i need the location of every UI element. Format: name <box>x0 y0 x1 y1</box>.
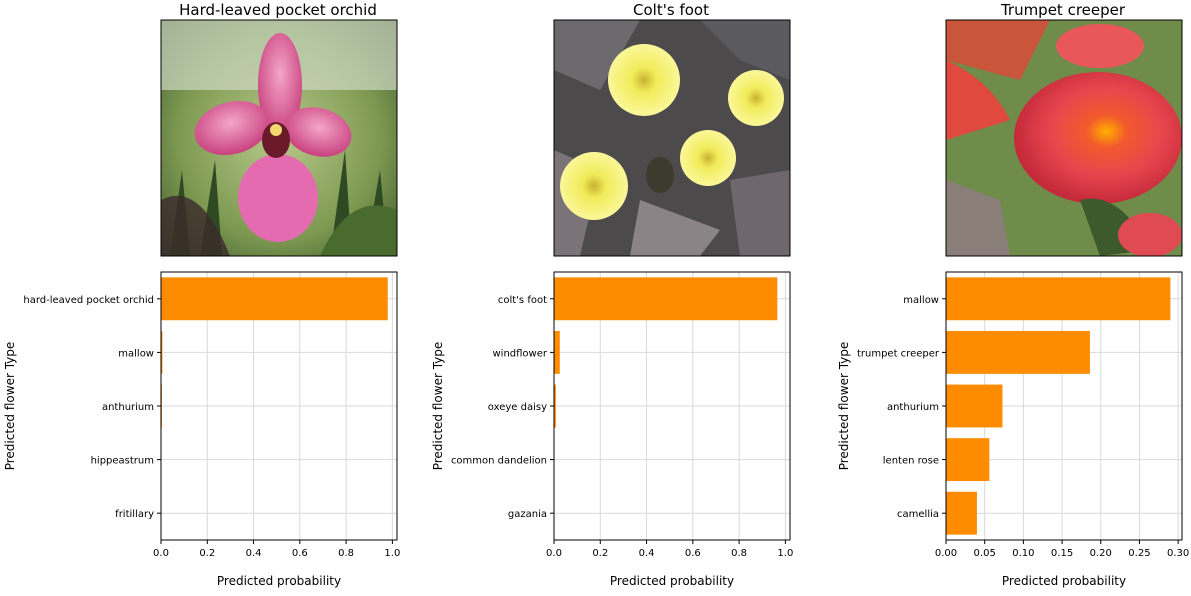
y-axis-label: Predicted flower Type <box>837 342 851 471</box>
y-axis-label: Predicted flower Type <box>3 342 17 471</box>
x-tick-label: 1.0 <box>777 548 793 559</box>
x-tick-label: 0.25 <box>1128 548 1150 559</box>
x-tick-label: 0.15 <box>1051 548 1073 559</box>
x-axis-label: Predicted probability <box>610 574 734 588</box>
y-tick-label: hard-leaved pocket orchid <box>23 295 154 306</box>
bar <box>161 277 388 321</box>
x-tick-label: 0.0 <box>153 548 169 559</box>
bar <box>554 277 778 321</box>
x-tick-label: 0.4 <box>639 548 655 559</box>
y-tick-label: windflower <box>492 348 547 359</box>
y-tick-label: gazania <box>508 509 547 520</box>
y-tick-label: common dandelion <box>451 456 547 467</box>
x-tick-label: 0.0 <box>546 548 562 559</box>
panel-title: Trumpet creeper <box>1000 1 1126 19</box>
x-tick-label: 1.0 <box>384 548 400 559</box>
bar-chart-coltsfoot: colt's foot windflower oxeye daisy common d… <box>431 271 793 588</box>
y-axis-label: Predicted flower Type <box>431 342 445 471</box>
bar <box>946 384 1003 428</box>
bar <box>554 384 556 428</box>
x-tick-label: 0.05 <box>974 548 996 559</box>
x-tick-label: 0.6 <box>685 548 701 559</box>
y-tick-label: mallow <box>118 348 154 359</box>
y-tick-label: anthurium <box>102 402 154 413</box>
x-tick-label: 0.30 <box>1167 548 1189 559</box>
bar <box>161 330 163 374</box>
y-tick-label: camellia <box>897 509 939 520</box>
bar-chart-trumpet-creeper: mallow trumpet creeper anthurium lenten ros… <box>837 271 1189 588</box>
bar <box>946 277 1171 321</box>
x-tick-label: 0.6 <box>292 548 308 559</box>
y-tick-label: colt's foot <box>498 295 547 306</box>
bar-chart-orchid: hard-leaved pocket orchid mallow anthurium… <box>3 271 400 588</box>
x-tick-label: 0.8 <box>338 548 354 559</box>
x-tick-label: 0.8 <box>731 548 747 559</box>
y-tick-label: mallow <box>903 295 939 306</box>
bar <box>554 330 560 374</box>
image-frame <box>553 19 791 257</box>
x-axis-label: Predicted probability <box>217 574 341 588</box>
panel-title: Hard-leaved pocket orchid <box>179 1 377 19</box>
orchid-photo <box>161 20 397 256</box>
y-tick-label: trumpet creeper <box>857 348 940 359</box>
y-tick-label: hippeastrum <box>91 456 154 467</box>
y-tick-label: oxeye daisy <box>488 402 547 413</box>
y-tick-label: anthurium <box>887 402 939 413</box>
x-tick-label: 0.10 <box>1012 548 1034 559</box>
image-frame <box>945 19 1183 257</box>
panel-title: Colt's foot <box>633 1 709 19</box>
image-frame <box>160 19 398 257</box>
x-tick-label: 0.2 <box>592 548 608 559</box>
x-tick-label: 0.20 <box>1090 548 1112 559</box>
trumpet-creeper-photo <box>946 20 1182 256</box>
bar <box>946 330 1090 374</box>
x-axis-label: Predicted probability <box>1002 574 1126 588</box>
x-tick-label: 0.2 <box>199 548 215 559</box>
coltsfoot-photo <box>554 20 790 256</box>
bar <box>946 438 990 482</box>
x-tick-label: 0.4 <box>246 548 262 559</box>
y-tick-label: fritillary <box>115 509 154 520</box>
x-tick-label: 0.00 <box>935 548 957 559</box>
y-tick-label: lenten rose <box>883 456 939 467</box>
bar <box>946 491 977 535</box>
